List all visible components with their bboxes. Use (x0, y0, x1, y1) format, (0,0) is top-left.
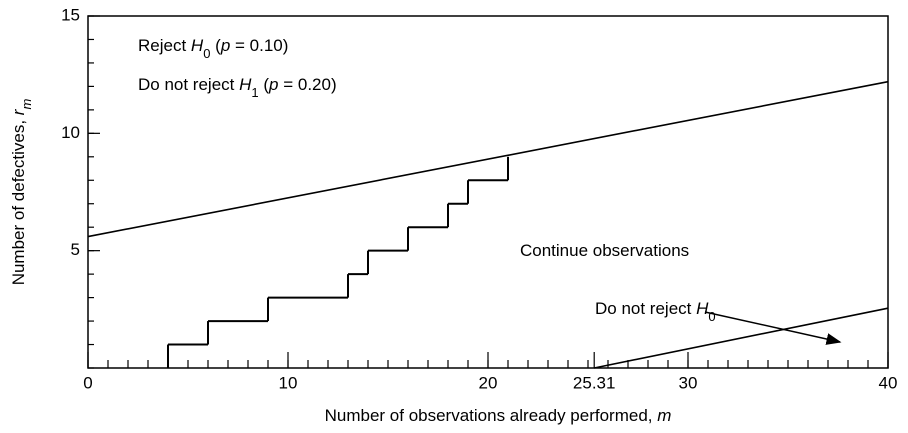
text-part: ( (210, 36, 221, 55)
annotation: Do not reject H1 (p = 0.20) (138, 75, 337, 99)
text-part: p (220, 36, 230, 55)
arrow (704, 311, 842, 345)
text-part: ( (259, 75, 270, 94)
text-part: r (9, 108, 28, 115)
line (594, 307, 889, 369)
x-tick-label: 40 (879, 373, 898, 392)
text-part: = 0.20) (278, 75, 336, 94)
x-tick-label: 30 (679, 373, 698, 392)
text-part: 1 (251, 85, 258, 100)
text-part: 0 (203, 46, 210, 61)
text-part: p (268, 75, 278, 94)
y-axis-label: Number of defectives, rm (9, 99, 33, 286)
annotation: Do not reject H0 (595, 299, 716, 323)
y-tick-label: 10 (61, 123, 80, 142)
y-tick-label: 5 (71, 240, 80, 259)
text-part: H (696, 299, 709, 318)
annotation: Reject H0 (p = 0.10) (138, 36, 288, 60)
x-tick-label: 25.31 (573, 373, 616, 392)
text-part: H (239, 75, 252, 94)
text-part: Do not reject (595, 299, 696, 318)
line (87, 80, 889, 238)
text-part: Reject (138, 36, 191, 55)
text-part: Number of defectives, (9, 115, 28, 285)
text-part: m (657, 406, 671, 425)
text-part: Continue observations (520, 241, 689, 260)
text-part: Do not reject (138, 75, 239, 94)
x-tick-label: 20 (479, 373, 498, 392)
plot-frame (87, 15, 889, 369)
y-tick-label: 15 (61, 5, 80, 24)
text-part: = 0.10) (230, 36, 288, 55)
text-part: m (19, 99, 34, 110)
text-part: Number of observations already performed… (325, 406, 658, 425)
text-part: H (191, 36, 204, 55)
x-tick-label: 0 (83, 373, 92, 392)
x-axis-label: Number of observations already performed… (325, 406, 672, 425)
x-tick-label: 10 (279, 373, 298, 392)
annotation: Continue observations (520, 241, 689, 260)
text-part: 0 (708, 309, 715, 324)
